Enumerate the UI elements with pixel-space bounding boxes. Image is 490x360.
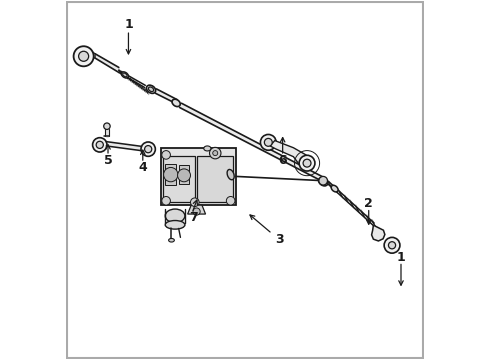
Circle shape <box>141 142 155 156</box>
Circle shape <box>191 198 199 207</box>
Ellipse shape <box>204 146 211 151</box>
Bar <box>179 165 190 184</box>
Circle shape <box>74 46 94 66</box>
Circle shape <box>265 138 272 146</box>
Ellipse shape <box>165 209 185 223</box>
Text: 1: 1 <box>124 18 133 31</box>
Circle shape <box>213 150 218 156</box>
Circle shape <box>299 155 315 171</box>
Bar <box>165 164 176 185</box>
Circle shape <box>93 138 107 152</box>
Bar <box>197 156 233 202</box>
Circle shape <box>319 176 327 185</box>
Text: 4: 4 <box>138 161 147 174</box>
Circle shape <box>384 237 400 253</box>
Circle shape <box>96 141 103 148</box>
Ellipse shape <box>227 170 234 180</box>
Circle shape <box>210 147 221 159</box>
Text: 5: 5 <box>104 154 112 167</box>
Polygon shape <box>270 140 310 167</box>
Polygon shape <box>88 52 95 59</box>
Circle shape <box>260 134 276 150</box>
Ellipse shape <box>148 87 154 91</box>
Circle shape <box>226 197 235 205</box>
Circle shape <box>389 242 395 249</box>
Text: 2: 2 <box>365 197 373 210</box>
Circle shape <box>177 169 191 182</box>
Ellipse shape <box>147 85 156 93</box>
Bar <box>161 148 236 205</box>
Ellipse shape <box>122 73 127 77</box>
Ellipse shape <box>172 99 180 107</box>
Circle shape <box>162 197 171 205</box>
Ellipse shape <box>331 185 338 192</box>
Text: 3: 3 <box>275 233 283 246</box>
Text: 7: 7 <box>189 211 197 224</box>
Text: 6: 6 <box>278 154 287 167</box>
Circle shape <box>303 159 311 167</box>
Ellipse shape <box>318 178 328 186</box>
Ellipse shape <box>165 221 185 229</box>
Polygon shape <box>371 225 385 241</box>
Circle shape <box>162 150 171 159</box>
Bar <box>163 156 195 202</box>
Polygon shape <box>188 205 205 214</box>
Circle shape <box>145 145 152 153</box>
Circle shape <box>193 208 200 215</box>
Circle shape <box>78 51 89 61</box>
Ellipse shape <box>169 238 174 242</box>
Circle shape <box>164 167 178 182</box>
Text: 1: 1 <box>396 251 405 264</box>
Circle shape <box>104 123 110 130</box>
Ellipse shape <box>122 72 128 78</box>
